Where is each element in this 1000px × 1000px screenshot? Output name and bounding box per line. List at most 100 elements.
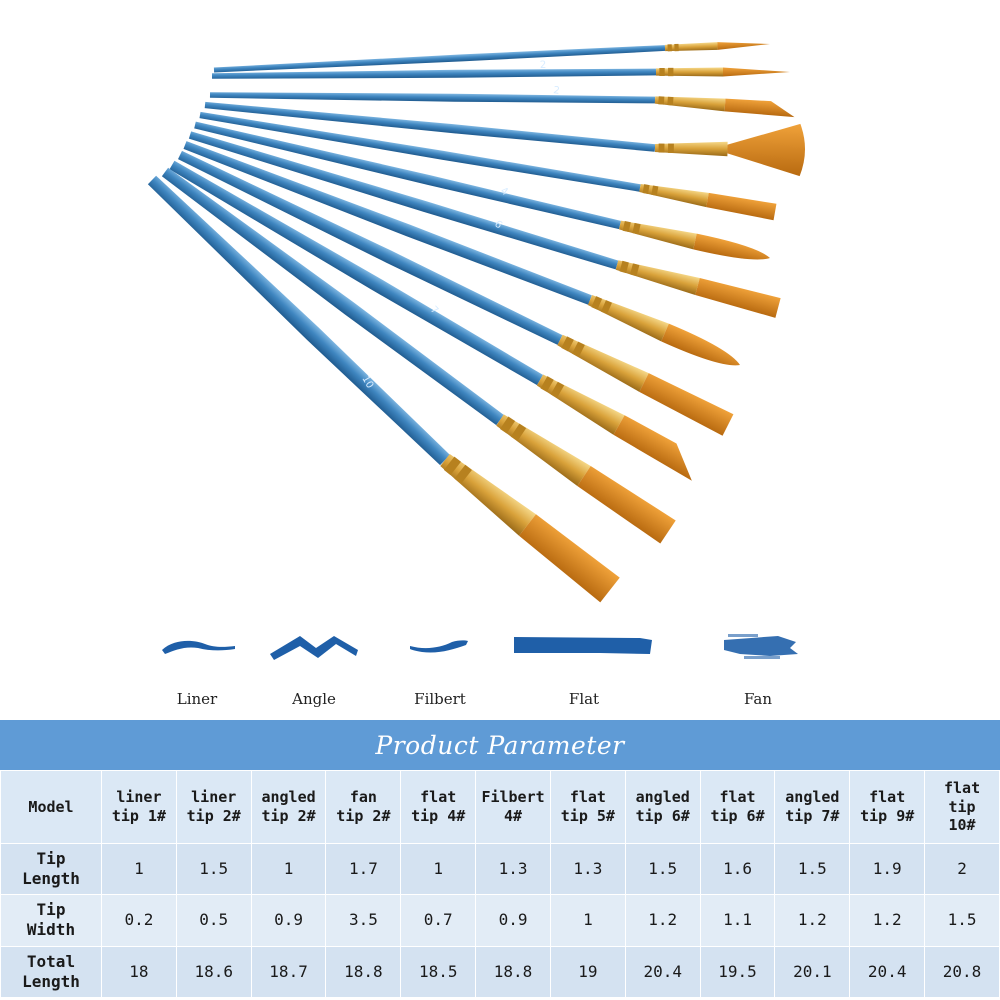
table-cell: 1: [101, 842, 177, 896]
table-cell: 1.3: [549, 842, 626, 896]
paintbrush: [183, 141, 741, 366]
paintbrush: [204, 101, 805, 177]
paintbrush: [169, 160, 692, 481]
product-parameter-table: Model liner tip 1# liner tip 2# angled tip 2#…: [0, 770, 1000, 999]
brush-bristles: [724, 98, 795, 118]
table-title: Product Parameter: [375, 730, 625, 760]
liner-stroke: [162, 640, 235, 654]
brush-bristles: [577, 465, 676, 544]
table-cell: 1.9: [849, 842, 926, 896]
brush-bristles: [661, 323, 741, 366]
table-cell: 18: [101, 945, 177, 999]
table-cell: 0.7: [400, 894, 477, 947]
brush-handle: [147, 175, 450, 466]
stroke-label-fan: Fan: [744, 690, 772, 708]
brush-handle: [188, 131, 619, 270]
model-column-header: angled tip 7#: [774, 770, 851, 844]
table-cell: 1.1: [699, 894, 776, 947]
stroke-label-liner: Liner: [176, 690, 218, 708]
table-cell: 19.5: [699, 945, 776, 999]
model-column-header: flat tip 9#: [849, 770, 926, 844]
brush-bristles: [613, 415, 692, 481]
table-cell: 1.6: [699, 842, 776, 896]
stroke-label-angle: Angle: [292, 690, 336, 708]
model-header: Model: [0, 770, 102, 844]
model-column-header: angled tip 2#: [250, 770, 327, 844]
brush-size-number: 2: [540, 60, 547, 71]
table-cell: 1.2: [849, 894, 926, 947]
fan-stroke: [724, 634, 798, 659]
brush-bristles: [723, 67, 790, 77]
brush-ferrule: [664, 42, 718, 52]
brush-bristles: [717, 42, 770, 50]
table-header-row: Model liner tip 1# liner tip 2# angled tip 2#…: [0, 770, 1000, 844]
brush-handle: [194, 121, 621, 230]
paintbrush: [211, 67, 790, 79]
table-cell: 20.8: [924, 945, 1000, 999]
brush-handle: [161, 167, 504, 426]
table-cell: 1.5: [175, 842, 252, 896]
product-parameter-banner: Product Parameter: [0, 720, 1000, 770]
table-cell: 18.5: [400, 945, 477, 999]
model-column-header: liner tip 1#: [101, 770, 177, 844]
brush-handle: [178, 150, 563, 345]
flat-stroke: [514, 637, 652, 654]
table-cell: 1.3: [475, 842, 551, 896]
table-cell: 1.5: [624, 842, 701, 896]
model-column-header: liner tip 2#: [175, 770, 252, 844]
table-cell: 2: [924, 842, 1000, 896]
stroke-label-filbert: Filbert: [414, 690, 466, 708]
stroke-samples: [162, 634, 798, 660]
paintbrush: [199, 111, 777, 221]
table-cell: 1.2: [774, 894, 851, 947]
angle-stroke: [270, 636, 358, 660]
model-column-header: flat tip 10#: [924, 770, 1000, 844]
brush-handle: [183, 141, 592, 305]
paintbrush: [209, 92, 795, 118]
brush-handle: [204, 101, 656, 152]
brush-size-number: 2: [553, 85, 561, 97]
model-column-header: fan tip 2#: [325, 770, 402, 844]
row-label: Tip Width: [0, 894, 102, 947]
brush-bristles: [706, 192, 777, 221]
table-cell: 18.8: [475, 945, 551, 999]
brush-ferrule: [619, 220, 697, 250]
brush-handle: [209, 92, 656, 104]
table-cell: 18.6: [175, 945, 252, 999]
brush-ferrule: [654, 96, 726, 112]
model-column-header: flat tip 5#: [549, 770, 626, 844]
table-cell: 0.9: [250, 894, 327, 947]
table-cell: 0.2: [101, 894, 177, 947]
table-cell: 1: [250, 842, 327, 896]
table-cell: 1.5: [774, 842, 851, 896]
brush-handle: [213, 45, 666, 73]
brush-bristles: [639, 373, 734, 436]
table-cell: 18.7: [250, 945, 327, 999]
paintbrush: [213, 42, 770, 73]
table-row: Tip Width 0.2 0.5 0.9 3.5 0.7 0.9 1 1.2 1.1 1.2 1.2 1…: [0, 894, 1000, 947]
row-label: Tip Length: [0, 842, 102, 896]
table-cell: 20.4: [849, 945, 926, 999]
paintbrush: [147, 175, 620, 603]
brush-handle: [199, 111, 641, 192]
table-cell: 18.8: [325, 945, 402, 999]
table-cell: 3.5: [325, 894, 402, 947]
brush-bristles: [727, 123, 805, 177]
brush-bristles: [693, 233, 770, 260]
paintbrush: [178, 150, 734, 436]
paintbrush: [188, 131, 781, 318]
model-column-header: flat tip 4#: [400, 770, 477, 844]
table-cell: 1: [549, 894, 626, 947]
table-row: Total Length 18 18.6 18.7 18.8 18.5 18.8 19 20.4 1…: [0, 945, 1000, 999]
filbert-stroke: [410, 640, 468, 653]
brush-size-number: 4: [498, 185, 510, 198]
paintbrush: [194, 121, 770, 260]
brush-bristles: [519, 514, 620, 603]
brush-size-number: 6: [492, 219, 504, 232]
model-column-header: flat tip 6#: [699, 770, 776, 844]
table-cell: 20.1: [774, 945, 851, 999]
brush-ferrule: [656, 67, 723, 77]
brush-handle: [169, 160, 543, 386]
table-row: Tip Length 1 1.5 1 1.7 1 1.3 1.3 1.5 1.6 1.5 1.9 2: [0, 842, 1000, 896]
